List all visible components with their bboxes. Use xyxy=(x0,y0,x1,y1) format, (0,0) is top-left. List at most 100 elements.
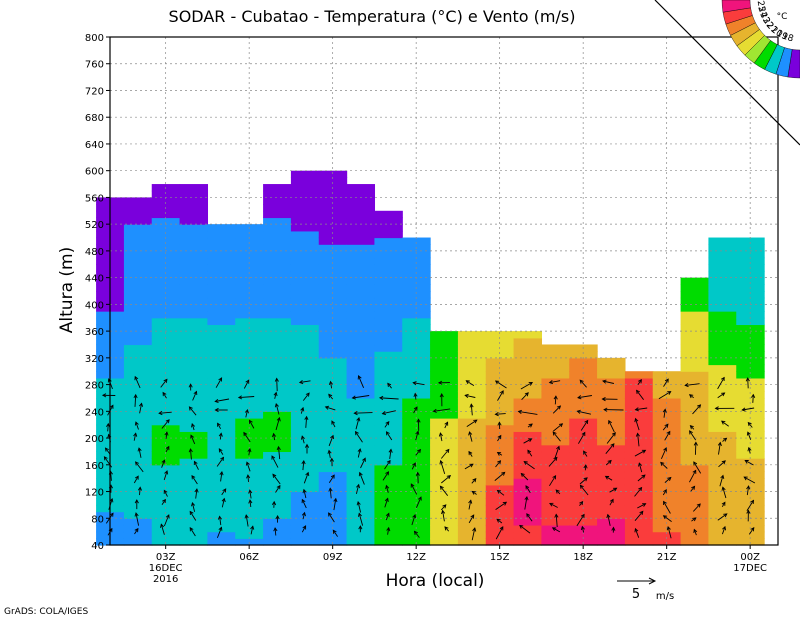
wind-arrow xyxy=(497,390,504,401)
wind-arrow xyxy=(583,464,588,471)
temperature-cell xyxy=(207,498,236,506)
temperature-cell xyxy=(374,384,403,392)
temperature-cell xyxy=(374,364,403,372)
temperature-cell xyxy=(179,511,209,519)
wind-arrow xyxy=(471,490,477,495)
temperature-cell xyxy=(652,538,682,546)
temperature-cell xyxy=(207,404,236,412)
wind-arrow xyxy=(358,471,365,485)
temperature-cell xyxy=(624,458,654,466)
temperature-cell xyxy=(263,304,292,312)
wind-arrow xyxy=(636,389,644,400)
temperature-cell xyxy=(597,451,626,459)
wind-arrow xyxy=(719,474,725,487)
temperature-cell xyxy=(430,484,459,493)
temperature-cell xyxy=(290,351,320,359)
temperature-cell xyxy=(179,304,209,312)
temperature-cell xyxy=(207,418,236,426)
wind-arrow xyxy=(360,457,366,469)
temperature-cell xyxy=(457,444,487,453)
temperature-cell xyxy=(207,230,236,239)
wind-arrow xyxy=(298,380,311,385)
temperature-cell xyxy=(624,471,654,479)
temperature-cell xyxy=(402,458,431,466)
temperature-cell xyxy=(123,364,153,372)
temperature-cell xyxy=(123,230,153,239)
wind-arrow xyxy=(191,422,196,431)
temperature-cell xyxy=(263,364,292,372)
temperature-cell xyxy=(179,344,209,352)
colorbar-level-label: 18 xyxy=(781,31,795,44)
temperature-cell xyxy=(263,371,292,379)
temperature-cell xyxy=(708,531,737,539)
temperature-cell xyxy=(457,511,487,519)
wind-arrow xyxy=(718,460,726,468)
temperature-cell xyxy=(346,197,376,205)
temperature-cell xyxy=(374,404,403,412)
wind-arrow xyxy=(743,476,756,484)
temperature-cell xyxy=(736,237,765,245)
temperature-cell xyxy=(263,471,292,479)
temperature-cell xyxy=(430,377,459,386)
temperature-cell xyxy=(207,304,236,312)
temperature-cell xyxy=(179,250,209,259)
temperature-cell xyxy=(624,491,654,499)
temperature-cell xyxy=(290,391,320,399)
temperature-cell xyxy=(346,270,376,279)
temperature-cell xyxy=(290,197,320,205)
y-axis-ticks: 40 80 120 160 200 240 280 320 360 400 440 480 520 560… xyxy=(85,33,110,552)
temperature-cell xyxy=(457,484,487,493)
wind-arrow xyxy=(527,423,533,428)
temperature-cell xyxy=(207,504,236,513)
temperature-cell xyxy=(708,331,737,339)
temperature-cell xyxy=(624,464,654,473)
temperature-cell xyxy=(708,317,737,326)
temperature-cell xyxy=(151,351,181,359)
temperature-cell xyxy=(402,518,431,526)
x-tick-label: 18Z xyxy=(573,552,593,563)
temperature-cell xyxy=(430,464,459,473)
temperature-cell xyxy=(123,504,153,513)
temperature-cell xyxy=(151,498,181,506)
wind-arrow xyxy=(410,483,418,495)
temperature-cell xyxy=(179,190,209,199)
temperature-cell xyxy=(123,444,153,453)
temperature-cell xyxy=(207,478,236,486)
temperature-cell xyxy=(457,504,487,513)
temperature-cell xyxy=(123,324,153,332)
temperature-cell xyxy=(235,478,264,486)
temperature-cell xyxy=(123,464,153,473)
temperature-cell xyxy=(485,397,515,406)
temperature-cell xyxy=(207,438,236,446)
temperature-cell xyxy=(263,337,292,346)
temperature-cell xyxy=(402,237,431,245)
wind-arrow xyxy=(689,430,697,441)
temperature-cell xyxy=(263,491,292,499)
wind-arrow xyxy=(106,422,111,432)
temperature-cell xyxy=(123,451,153,459)
temperature-cell xyxy=(708,424,737,432)
temperature-cell xyxy=(179,404,209,412)
temperature-cell xyxy=(624,404,654,412)
temperature-cell xyxy=(485,411,515,419)
temperature-cell xyxy=(290,444,320,453)
temperature-cell xyxy=(346,337,376,346)
temperature-cell xyxy=(207,344,236,352)
temperature-cell xyxy=(457,371,487,379)
temperature-cell xyxy=(235,451,264,459)
temperature-cell xyxy=(179,531,209,539)
wind-arrow xyxy=(658,391,672,400)
temperature-cell xyxy=(569,397,598,406)
wind-arrow xyxy=(602,379,615,384)
temperature-cell xyxy=(652,438,682,446)
temperature-cell xyxy=(457,351,487,359)
temperature-cell xyxy=(402,291,431,299)
temperature-cell xyxy=(123,237,153,245)
wind-arrow xyxy=(634,527,640,538)
temperature-cell xyxy=(736,357,765,366)
temperature-cell xyxy=(179,184,209,192)
wind-arrow xyxy=(413,406,418,414)
temperature-cell xyxy=(624,384,654,392)
temperature-cell xyxy=(290,464,320,473)
temperature-cell xyxy=(263,204,292,212)
